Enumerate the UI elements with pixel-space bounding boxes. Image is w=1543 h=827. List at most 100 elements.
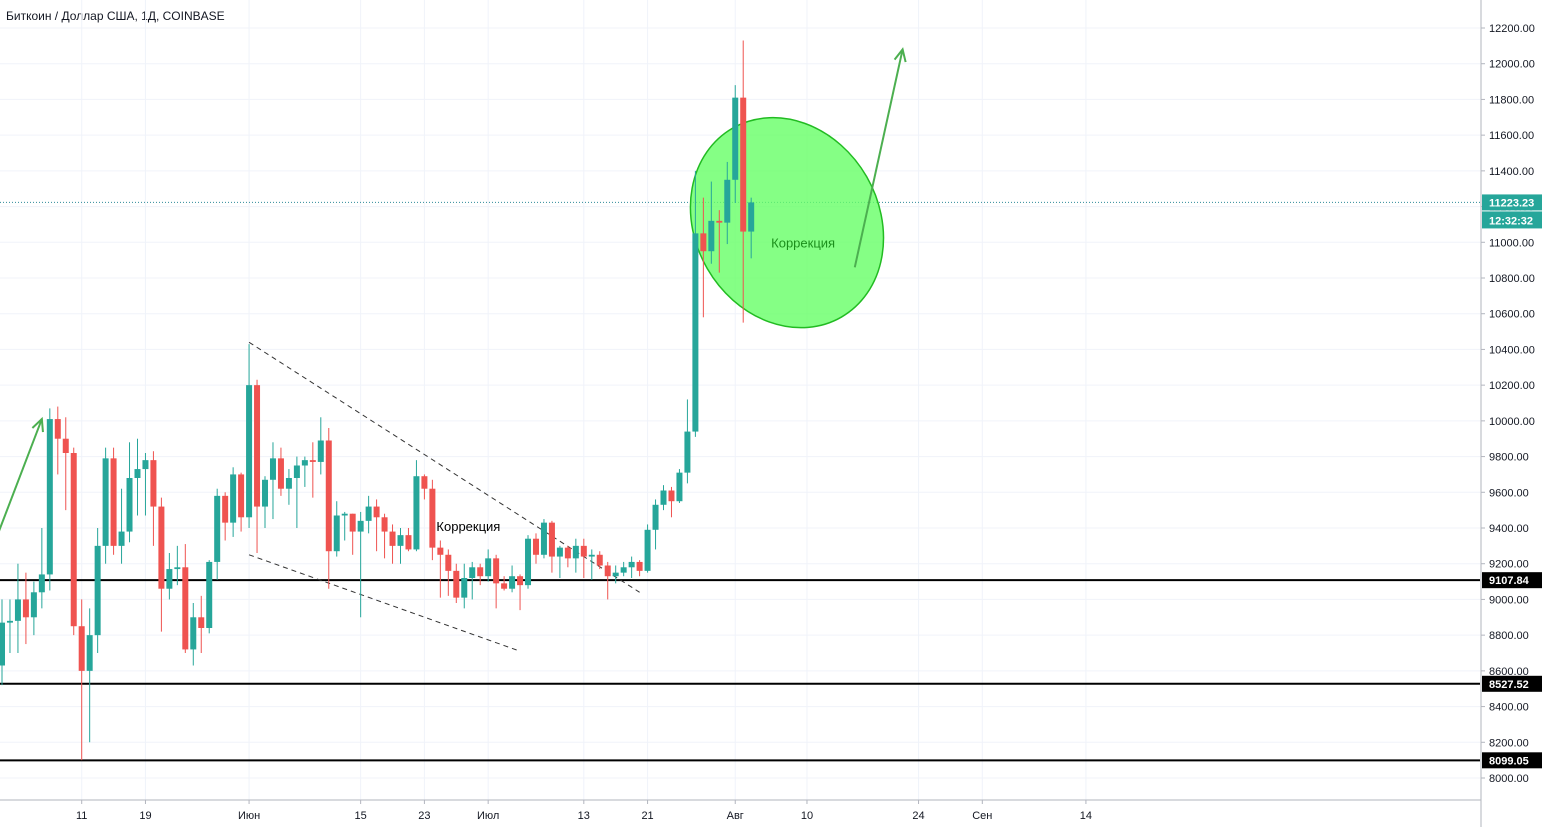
candle[interactable]	[198, 595, 205, 653]
candle[interactable]	[692, 170, 699, 437]
annotations[interactable]: Коррекция Коррекция	[436, 235, 835, 534]
candle[interactable]	[540, 519, 547, 559]
candle[interactable]	[38, 528, 45, 609]
correction-label[interactable]: Коррекция	[436, 519, 500, 534]
candles[interactable]	[0, 40, 755, 761]
candle[interactable]	[262, 476, 269, 528]
candle[interactable]	[86, 608, 93, 743]
candle[interactable]	[102, 447, 109, 564]
candle[interactable]	[277, 447, 284, 496]
candle[interactable]	[158, 497, 165, 632]
candle[interactable]	[477, 563, 484, 586]
candle[interactable]	[493, 554, 500, 609]
candle[interactable]	[333, 501, 340, 557]
candle[interactable]	[604, 561, 611, 600]
correction-label[interactable]: Коррекция	[771, 235, 835, 250]
candle[interactable]	[724, 161, 731, 245]
candle[interactable]	[190, 603, 197, 666]
candle[interactable]	[700, 197, 707, 318]
candle[interactable]	[556, 545, 563, 578]
candle[interactable]	[70, 447, 77, 636]
trendlines[interactable]	[248, 341, 640, 652]
candle[interactable]	[461, 563, 468, 609]
candle[interactable]	[14, 563, 21, 653]
candle[interactable]	[182, 544, 189, 653]
candle[interactable]	[716, 210, 723, 273]
candle[interactable]	[413, 460, 420, 552]
candle[interactable]	[134, 438, 141, 516]
candle[interactable]	[708, 181, 715, 264]
time-axis[interactable]: 11 19 Июн 15 23 Июл 13 21 Авг 10 24 Сен 14	[0, 799, 1481, 822]
candle[interactable]	[126, 442, 133, 543]
candle[interactable]	[46, 408, 53, 591]
candle[interactable]	[317, 417, 324, 475]
candle[interactable]	[6, 599, 13, 653]
candle[interactable]	[740, 40, 747, 323]
candle[interactable]	[94, 528, 101, 653]
candle[interactable]	[357, 511, 364, 618]
candle[interactable]	[349, 513, 356, 555]
candle[interactable]	[78, 599, 85, 761]
candle[interactable]	[269, 442, 276, 520]
candle[interactable]	[684, 399, 691, 484]
candle[interactable]	[206, 560, 213, 634]
candle[interactable]	[509, 565, 516, 593]
candle[interactable]	[254, 379, 261, 553]
candle[interactable]	[389, 524, 396, 564]
candle[interactable]	[652, 499, 659, 550]
candle[interactable]	[142, 453, 149, 516]
candle[interactable]	[373, 499, 380, 552]
candle[interactable]	[214, 488, 221, 580]
candle[interactable]	[532, 533, 539, 564]
candle[interactable]	[596, 551, 603, 570]
candle[interactable]	[285, 469, 292, 505]
candle[interactable]	[628, 556, 635, 578]
candle[interactable]	[118, 488, 125, 564]
candle[interactable]	[293, 456, 300, 528]
candle[interactable]	[572, 538, 579, 573]
price-axis[interactable]: 8000.00 8200.00 8400.00 8600.00 8800.00 9000.…	[1480, 0, 1535, 827]
candle[interactable]	[166, 553, 173, 600]
candle[interactable]	[110, 447, 117, 555]
candle[interactable]	[309, 442, 316, 498]
candle[interactable]	[62, 417, 69, 511]
arrows[interactable]	[0, 47, 907, 544]
candle[interactable]	[238, 472, 245, 532]
candle[interactable]	[732, 85, 739, 203]
candle[interactable]	[453, 563, 460, 603]
candle[interactable]	[469, 561, 476, 600]
candle[interactable]	[341, 511, 348, 541]
candle[interactable]	[620, 561, 627, 577]
candle[interactable]	[230, 467, 237, 537]
candle[interactable]	[588, 549, 595, 580]
candle[interactable]	[325, 428, 332, 589]
candle[interactable]	[517, 574, 524, 611]
candle[interactable]	[301, 456, 308, 487]
up-arrow[interactable]	[0, 416, 44, 544]
candle[interactable]	[22, 572, 29, 645]
horizontal-levels[interactable]	[0, 579, 1480, 762]
candle[interactable]	[564, 545, 571, 568]
candle[interactable]	[660, 485, 667, 511]
candle[interactable]	[54, 406, 61, 475]
candle[interactable]	[246, 344, 253, 528]
candle[interactable]	[485, 549, 492, 582]
candle[interactable]	[381, 513, 388, 559]
candle[interactable]	[421, 474, 428, 500]
candle[interactable]	[636, 560, 643, 577]
candle[interactable]	[668, 486, 675, 518]
candle[interactable]	[525, 535, 532, 589]
candle[interactable]	[612, 565, 619, 584]
candle[interactable]	[548, 520, 555, 573]
dashed-trendline[interactable]	[248, 554, 521, 652]
candle[interactable]	[437, 540, 444, 598]
candle[interactable]	[748, 197, 755, 259]
candle[interactable]	[150, 451, 157, 546]
candle[interactable]	[644, 524, 651, 573]
candle[interactable]	[501, 576, 508, 591]
candle[interactable]	[580, 538, 587, 578]
up-arrow[interactable]	[853, 47, 907, 268]
candle[interactable]	[397, 528, 404, 564]
candle[interactable]	[405, 528, 412, 552]
